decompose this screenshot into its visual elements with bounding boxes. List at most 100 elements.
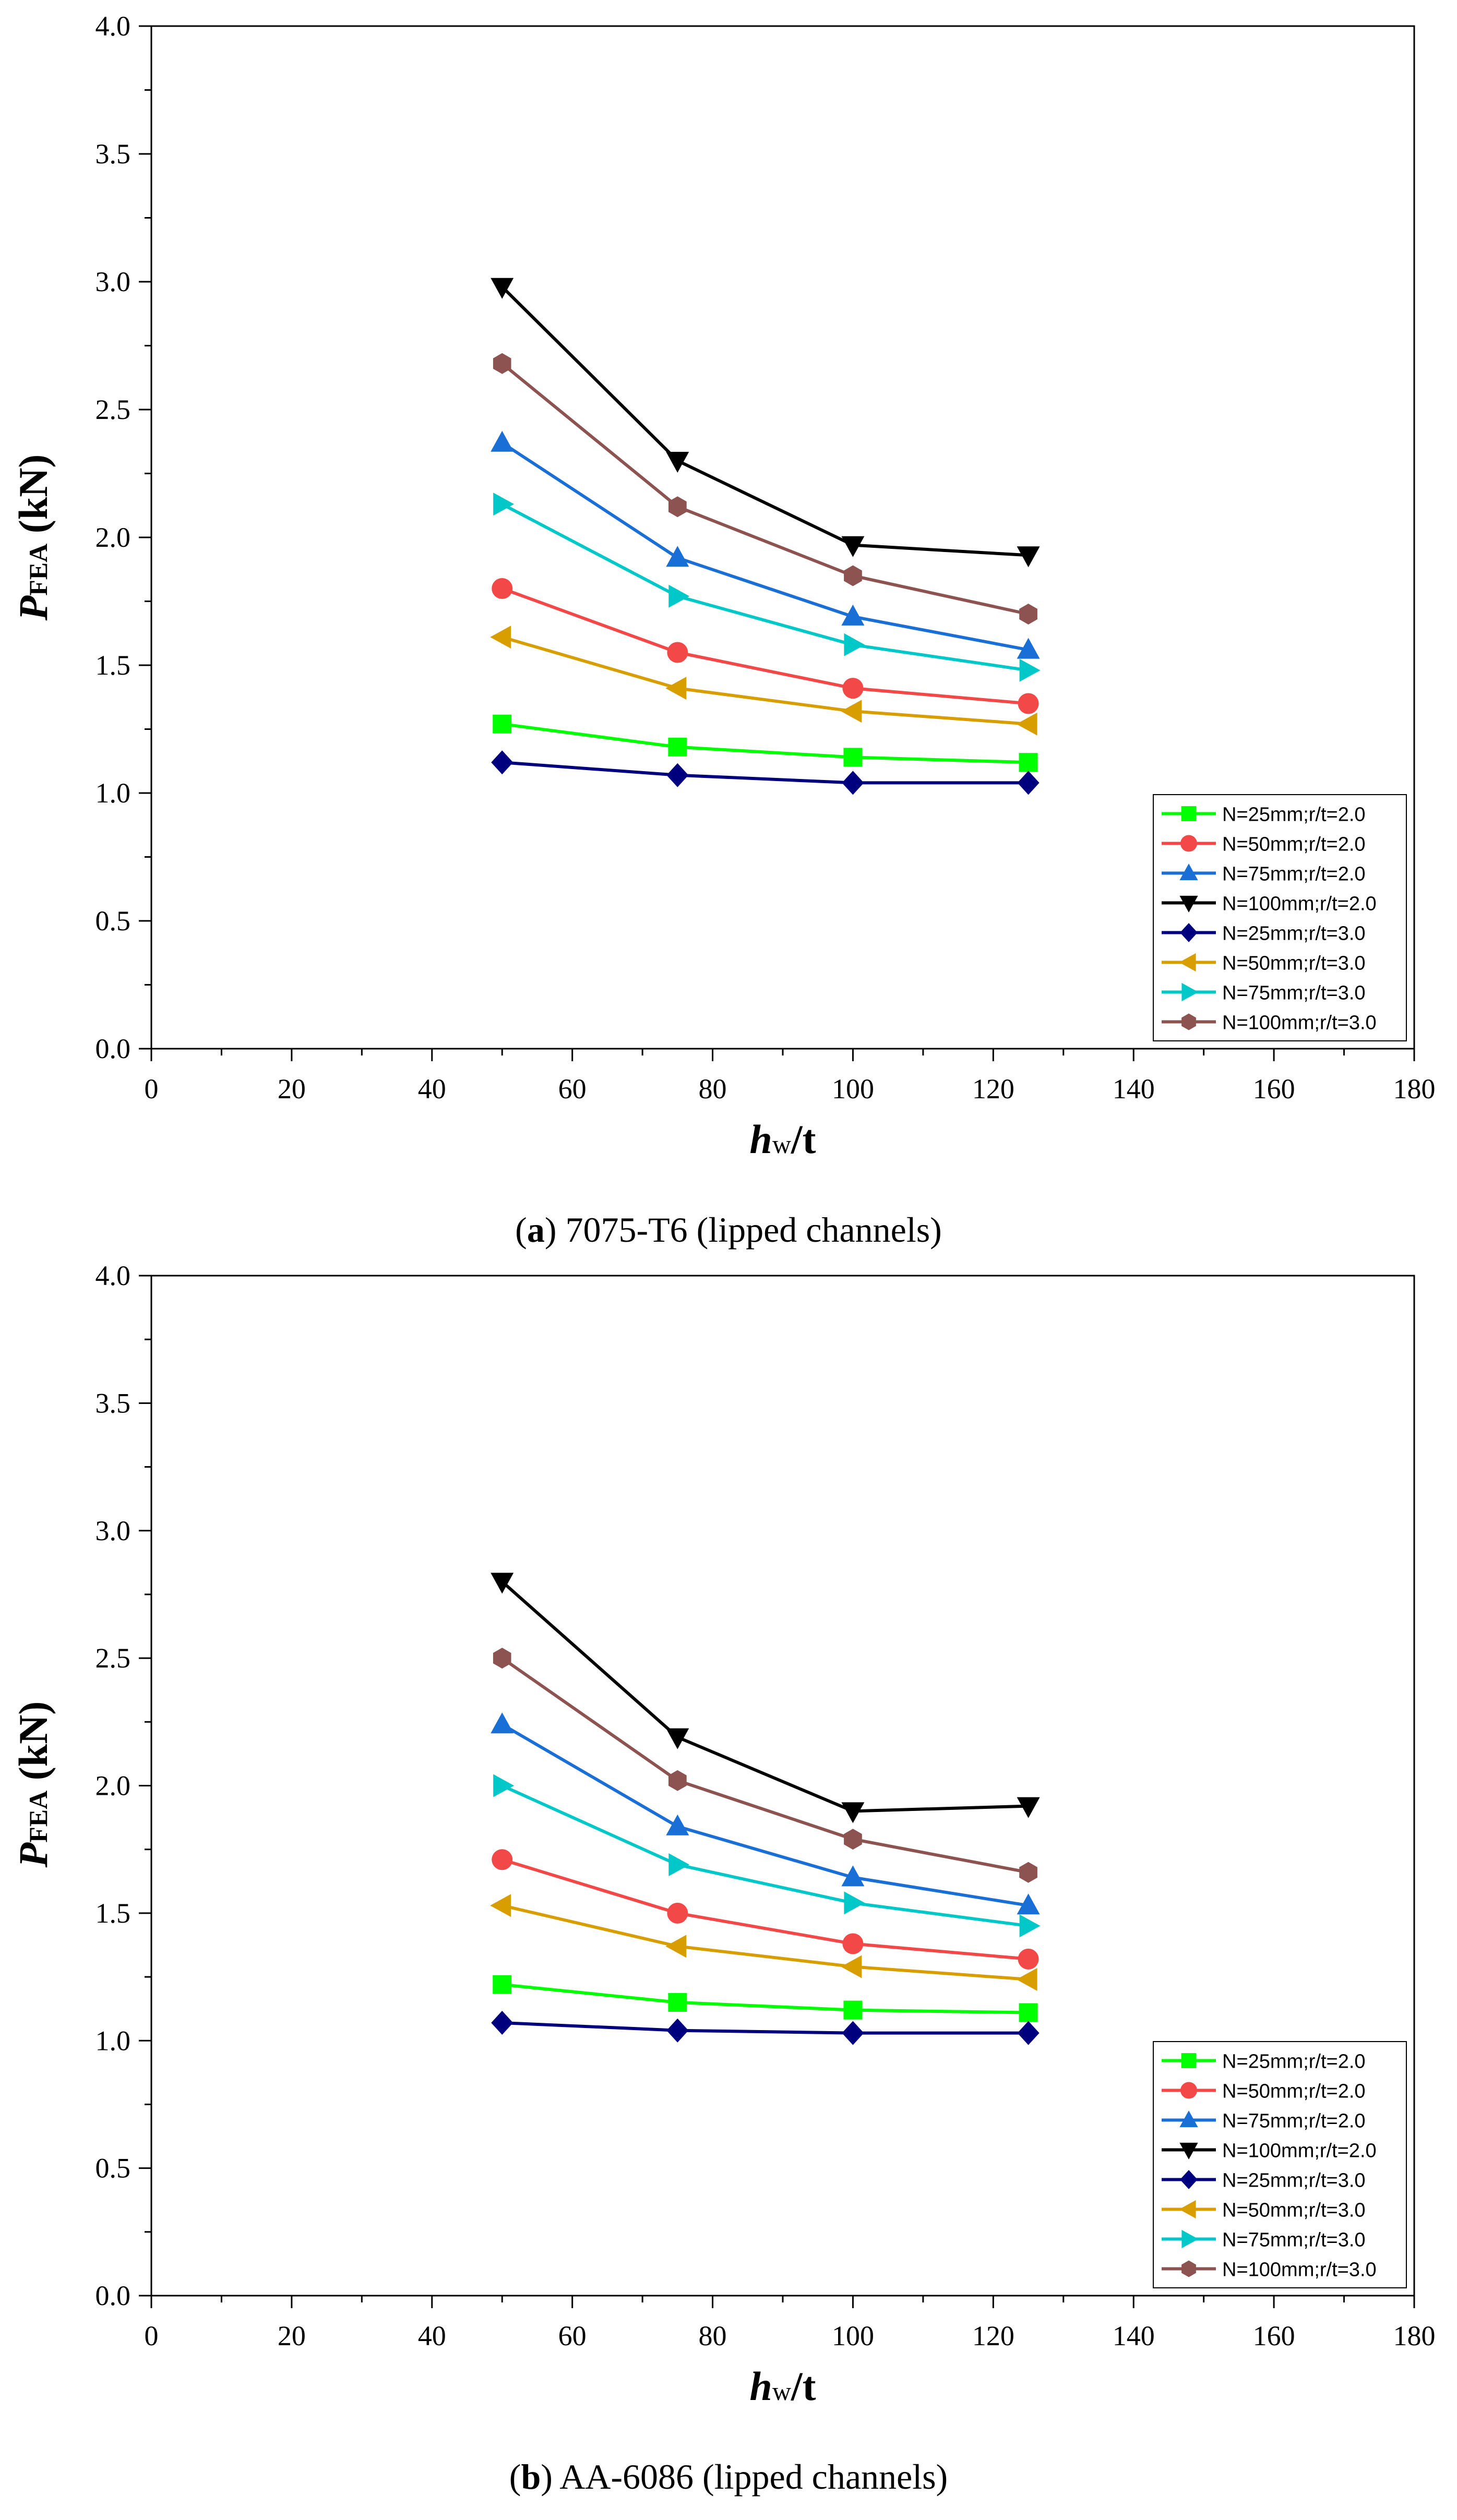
chart-a-series-n-75mm-r-t-2-0-point (491, 430, 514, 452)
chart-a-y-axis-title: PFEA (kN) (10, 454, 56, 621)
chart-b-x-tick-label: 160 (1253, 2320, 1295, 2351)
chart-b-series-n-25mm-r-t-3-0-point (491, 2011, 513, 2035)
chart-b-legend-entry-n-100mm-r-t-2-0-label: N=100mm;r/t=2.0 (1222, 2140, 1377, 2162)
chart-a-series-n-50mm-r-t-2-0-point (667, 642, 688, 663)
chart-a-caption: (a) 7075-T6 (lipped channels) (515, 1210, 942, 1250)
chart-b-series-n-25mm-r-t-2-0-point (493, 1975, 512, 1994)
chart-a-y-tick-label: 3.0 (95, 266, 131, 297)
chart-b-series-n-25mm-r-t-3-0-line (502, 2021, 1029, 2035)
chart-a-series-n-50mm-r-t-2-0-point (842, 678, 864, 699)
chart-b-series-n-25mm-r-t-3-0-point (666, 2018, 689, 2043)
chart-a-legend: N=25mm;r/t=2.0 N=50mm;r/t=2.0 N=75mm;r/t=2… (1153, 794, 1407, 1041)
chart-a-series-n-50mm-r-t-3-0-point (490, 626, 511, 649)
chart-a-y-axis-title-main: P (10, 595, 56, 621)
chart-a-y-axis-title-rest: (kN) (10, 454, 56, 544)
chart-a-series-n-75mm-r-t-2-0-point (1017, 638, 1040, 659)
chart-a-legend-entry-n-25mm-r-t-2-0-label: N=25mm;r/t=2.0 (1222, 804, 1366, 826)
chart-b-caption-paren-close: ) (541, 2457, 559, 2497)
chart-a-series-n-100mm-r-t-3-0-line (501, 362, 1029, 616)
chart-a-series-n-25mm-r-t-3-0-point (491, 750, 513, 775)
chart-a-legend-entry-n-50mm-r-t-3-0-label: N=50mm;r/t=3.0 (1222, 953, 1366, 975)
chart-a-x-tick-label: 0 (145, 1073, 159, 1105)
chart-a-legend-entry-n-75mm-r-t-2-0: N=75mm;r/t=2.0 (1162, 863, 1366, 885)
chart-b-y-tick-label: 0.0 (95, 2280, 131, 2311)
chart-a-series-n-50mm-r-t-3-0-line (501, 635, 1029, 726)
chart-a-caption-letter: a (527, 1210, 545, 1250)
chart-a-series-n-50mm-r-t-2-0-line (501, 587, 1029, 705)
chart-a-series-n-25mm-r-t-3-0 (491, 750, 1040, 795)
chart-b-x-tick-label: 140 (1113, 2320, 1155, 2351)
chart-a-x-tick-label: 180 (1393, 1073, 1436, 1105)
chart-a-series-n-25mm-r-t-2-0 (493, 714, 1038, 772)
chart-a-legend-entry-n-75mm-r-t-3-0-label: N=75mm;r/t=3.0 (1222, 982, 1366, 1004)
chart-a-series-n-75mm-r-t-3-0-line (501, 502, 1029, 672)
chart-b-caption-letter: b (521, 2457, 541, 2497)
chart-b-legend-entry-n-50mm-r-t-3-0-label: N=50mm;r/t=3.0 (1222, 2200, 1366, 2222)
chart-a-y-tick-label: 2.5 (95, 394, 131, 425)
chart-a-x-axis-title-main: h (749, 1117, 772, 1162)
chart-a-x-tick-label: 40 (418, 1073, 446, 1105)
chart-b-series-n-75mm-r-t-2-0-point (491, 1712, 514, 1734)
chart-b-series-n-50mm-r-t-3-0-point (490, 1894, 511, 1917)
chart-b-series-n-100mm-r-t-3-0-point (844, 1829, 862, 1850)
chart-a-y-tick-label: 3.5 (95, 138, 131, 170)
chart-a-x-tick-label: 100 (832, 1073, 874, 1105)
chart-b-series-n-25mm-r-t-2-0-point (1019, 2003, 1038, 2022)
chart-b-legend-entry-n-50mm-r-t-2-0: N=50mm;r/t=2.0 (1162, 2081, 1366, 2103)
chart-b-legend-entry-n-100mm-r-t-3-0-label: N=100mm;r/t=3.0 (1222, 2259, 1377, 2281)
chart-a-legend-entry-n-100mm-r-t-3-0-label: N=100mm;r/t=3.0 (1222, 1012, 1377, 1034)
chart-a-legend-entry-n-75mm-r-t-3-0-swatch-marker (1181, 982, 1199, 1002)
chart-b-series-n-50mm-r-t-2-0-point (842, 1933, 864, 1954)
chart-a-series-n-100mm-r-t-2-0-point (666, 452, 689, 473)
chart-a-series-n-75mm-r-t-2-0-point (841, 604, 865, 626)
chart-a-series-n-50mm-r-t-3-0-point (1016, 712, 1037, 736)
chart-b-x-tick-label: 80 (699, 2320, 727, 2351)
chart-b-legend-entry-n-25mm-r-t-2-0-swatch-marker (1181, 2053, 1197, 2068)
chart-b-y-tick-label: 3.0 (95, 1515, 131, 1546)
chart-b-series-n-75mm-r-t-2-0-point (666, 1814, 689, 1835)
chart-a-y-tick-label: 1.5 (95, 650, 131, 681)
chart-b-y-axis-title-rest: (kN) (10, 1701, 56, 1791)
chart-a-series-n-50mm-r-t-3-0-point (665, 677, 687, 700)
chart-b-legend-entry-n-100mm-r-t-3-0-swatch-marker (1181, 2260, 1196, 2277)
chart-b-series-n-100mm-r-t-3-0-line (501, 1657, 1029, 1874)
chart-b-x-axis-title-main: h (749, 2363, 772, 2409)
chart-a-x-axis-title-sub: w (772, 1130, 791, 1159)
chart-a-series-n-50mm-r-t-3-0-point (841, 700, 862, 723)
chart-a-y-tick-label: 2.0 (95, 522, 131, 553)
chart-a-series-n-25mm-r-t-2-0-point (1019, 753, 1038, 772)
chart-b-x-axis-title: hw/t (749, 2363, 816, 2409)
chart-b-y-tick-label: 2.0 (95, 1770, 131, 1802)
chart-a-legend-entry-n-100mm-r-t-3-0-swatch-marker (1181, 1013, 1196, 1030)
chart-b-series-n-50mm-r-t-3-0-point (841, 1955, 862, 1978)
chart-b-x-tick-label: 180 (1393, 2320, 1436, 2351)
chart-b-caption-text: AA-6086 (lipped channels) (559, 2457, 948, 2497)
chart-b-series-n-75mm-r-t-3-0-point (668, 1853, 690, 1876)
chart-b-series-n-100mm-r-t-3-0-point (1019, 1862, 1037, 1883)
chart-b-legend-entry-n-25mm-r-t-2-0: N=25mm;r/t=2.0 (1162, 2051, 1366, 2073)
chart-b-series-n-75mm-r-t-2-0-point (841, 1865, 865, 1887)
chart-a-caption-paren-open: ( (515, 1210, 527, 1250)
chart-b-y-axis-title: PFEA (kN) (10, 1701, 56, 1868)
chart-b-series-n-25mm-r-t-3-0-point (842, 2021, 864, 2045)
chart-a-y-axis-title-sub: FEA (23, 544, 53, 596)
chart-b-caption-paren-open: ( (509, 2457, 521, 2497)
chart-a-legend-entry-n-100mm-r-t-3-0: N=100mm;r/t=3.0 (1162, 1012, 1377, 1034)
chart-b-x-tick-label: 40 (418, 2320, 446, 2351)
chart-b-series-n-75mm-r-t-3-0-point (844, 1891, 865, 1915)
chart-b-legend-entry-n-50mm-r-t-3-0-swatch-marker (1179, 2200, 1196, 2219)
chart-b-y-tick-label: 4.0 (95, 1260, 131, 1291)
chart-b-series-n-50mm-r-t-3-0-line (501, 1904, 1029, 1981)
chart-a-x-tick-label: 20 (278, 1073, 306, 1105)
chart-a-series-n-75mm-r-t-2-0-point (666, 546, 689, 567)
chart-b-series-n-25mm-r-t-2-0-point (668, 1993, 687, 2012)
chart-b-series-n-75mm-r-t-3-0-point (1019, 1914, 1041, 1938)
chart-a-caption-paren-close: ) (545, 1210, 566, 1250)
chart-b-series-n-100mm-r-t-2-0-point (841, 1802, 865, 1823)
chart-b-series-n-50mm-r-t-2-0-point (667, 1902, 688, 1924)
chart-b-x-tick-label: 100 (832, 2320, 874, 2351)
chart-b-series-n-75mm-r-t-2-0 (491, 1712, 1040, 1915)
chart-b-y-tick-label: 3.5 (95, 1387, 131, 1419)
chart-a-series-n-100mm-r-t-2-0-point (841, 536, 865, 557)
